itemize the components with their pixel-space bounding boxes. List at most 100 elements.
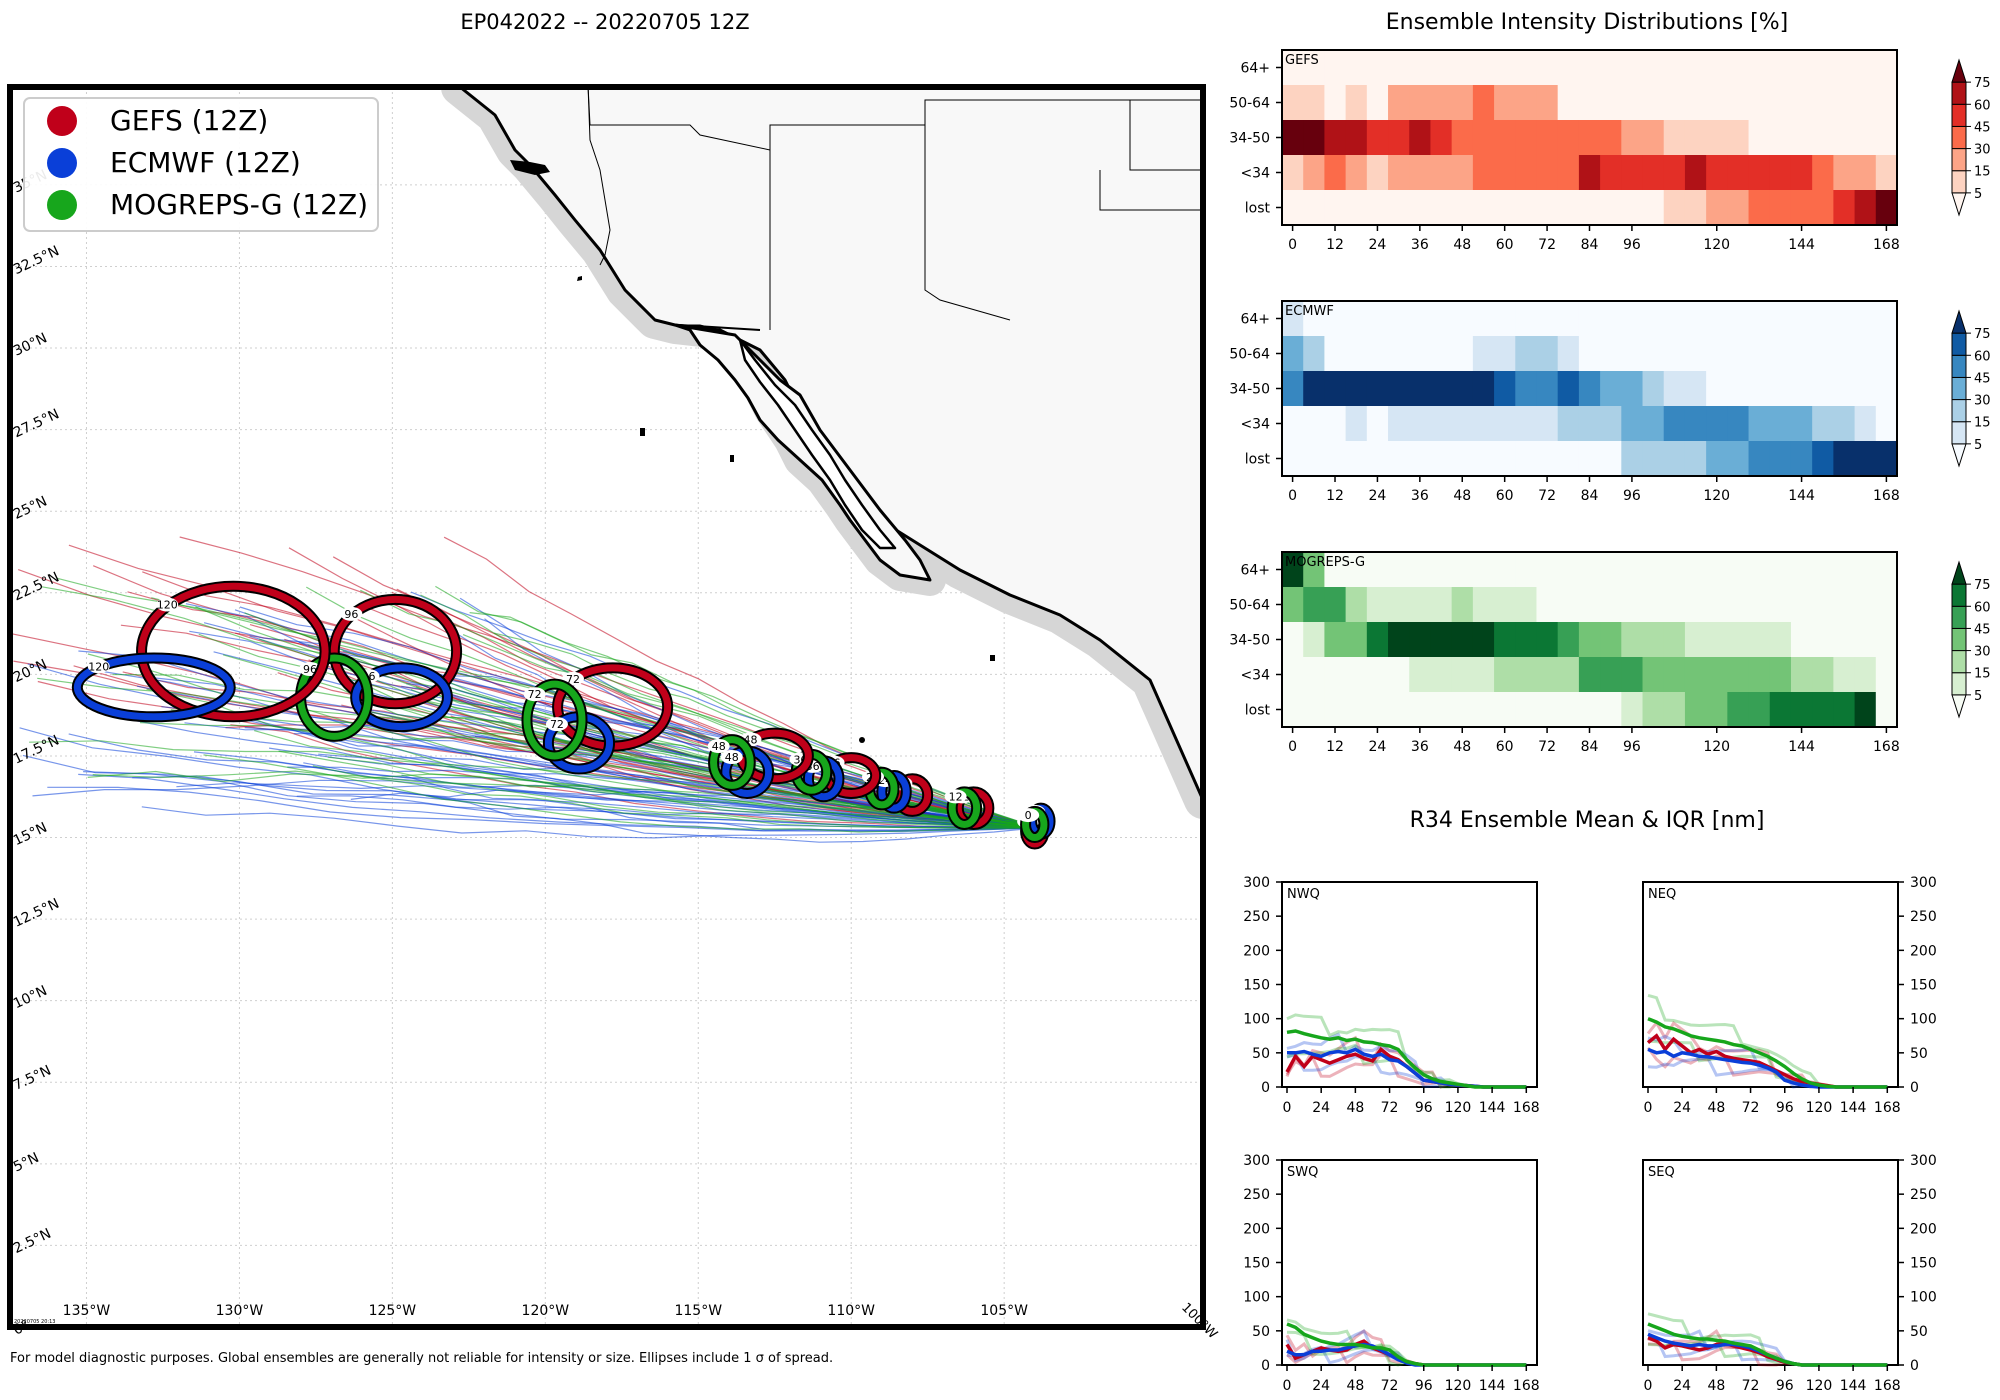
heatmap-cell [1494, 657, 1516, 693]
heatmap-cell [1812, 692, 1834, 728]
heatmap-x-tick-label: 48 [1453, 237, 1471, 253]
heatmap-cell [1451, 441, 1474, 477]
lat-tick-label: 0° [11, 1317, 32, 1338]
r34-y-tick-label: 300 [1243, 1153, 1270, 1169]
track-ecmwf [19, 727, 1038, 829]
heatmap-cell [1875, 406, 1898, 442]
heatmap-cell [1366, 120, 1389, 156]
heatmap-x-tick-label: 96 [1623, 488, 1641, 504]
heatmap-cell [1472, 120, 1495, 156]
heatmap-cell [1706, 336, 1728, 372]
heatmap-cell [1472, 657, 1495, 693]
heatmap-cell [1790, 336, 1813, 372]
heatmap-cell [1366, 406, 1389, 442]
legend-marker-ecmwf [47, 148, 77, 178]
track-mogreps [469, 612, 1038, 829]
heatmap-cell [1727, 301, 1750, 337]
heatmap-cell [1748, 587, 1771, 623]
heatmap-cell [1451, 552, 1474, 588]
heatmap-cell [1430, 692, 1453, 728]
r34-x-tick-label: 72 [1381, 1378, 1399, 1394]
heatmap-cell [1324, 301, 1347, 337]
heatmap-cell [1451, 301, 1474, 337]
heatmap-cell [1324, 190, 1347, 226]
heatmap-cell [1388, 587, 1410, 623]
r34-y-tick-label: 0 [1910, 1358, 1919, 1374]
heatmap-cell [1854, 190, 1877, 226]
r34-x-tick-label: 48 [1707, 1100, 1725, 1116]
r34-y-tick-label: 200 [1910, 943, 1937, 959]
heatmap-cell [1642, 587, 1665, 623]
heatmap-cell [1812, 50, 1834, 86]
heatmap-cell [1790, 587, 1813, 623]
track-mogreps [420, 594, 1038, 829]
r34-x-tick-label: 120 [1445, 1378, 1472, 1394]
r34-y-tick-label: 0 [1261, 1080, 1270, 1096]
heatmap-cell [1663, 155, 1686, 191]
colorbar-segment [1951, 309, 1967, 334]
heatmap-cell [1494, 190, 1516, 226]
ellipse-label-bg [545, 717, 568, 732]
heatmap-cell [1706, 441, 1728, 477]
heatmap-cell [1536, 336, 1559, 372]
heatmap-cell [1409, 406, 1432, 442]
heatmap-cell [1684, 657, 1707, 693]
heatmap-cell [1769, 552, 1792, 588]
map-legend: GEFS (12Z) ECMWF (12Z) MOGREPS-G (12Z) [23, 97, 379, 232]
heatmap-cell [1282, 301, 1304, 337]
heatmap-cell [1642, 657, 1665, 693]
heatmap-cell [1472, 692, 1495, 728]
colorbar-segment [1951, 81, 1967, 105]
heatmap-cell [1366, 587, 1389, 623]
heatmap-cell [1790, 50, 1813, 86]
heatmap-cell [1557, 120, 1580, 156]
r34-y-tick-label: 150 [1910, 1256, 1937, 1272]
heatmap-cell [1684, 301, 1707, 337]
heatmap-cell [1854, 155, 1877, 191]
heatmap-cell [1324, 120, 1347, 156]
lon-tick-label: 115°W [674, 1303, 722, 1319]
colorbar-mogreps-g: 5 15 30 45 60 75 [1951, 560, 1991, 719]
heatmap-cell [1833, 622, 1856, 658]
heatmap-mogreps-g: MOGREPS-G 64+ 50-64 34-50 <34 lost 0 12 24 36 48 60… [1229, 551, 1991, 755]
heatmap-cell [1430, 50, 1453, 86]
heatmap-row-label: 34-50 [1229, 131, 1270, 147]
heatmap-cell [1663, 85, 1686, 121]
heatmap-cell [1621, 441, 1644, 477]
legend-entry-gefs: GEFS (12Z) [47, 104, 268, 137]
heatmap-cell [1515, 85, 1538, 121]
r34-x-tick-label: 24 [1673, 1378, 1691, 1394]
heatmap-cell [1557, 336, 1580, 372]
heatmap-cell [1769, 120, 1792, 156]
heatmap-cell [1748, 155, 1771, 191]
heatmap-cell [1833, 336, 1856, 372]
lon-tick-label: 125°W [369, 1303, 417, 1319]
heatmap-cell [1833, 120, 1856, 156]
ellipse-label-bg [720, 749, 743, 764]
heatmap-cell [1472, 155, 1495, 191]
ellipse-hour-label: 120 [157, 599, 178, 612]
heatmap-cell [1430, 406, 1453, 442]
heatmap-cell [1303, 622, 1326, 658]
heatmap-x-tick-label: 24 [1369, 739, 1387, 755]
heatmap-cell [1345, 692, 1368, 728]
r34-y-tick-label: 200 [1243, 943, 1270, 959]
r34-x-tick-label: 24 [1673, 1100, 1691, 1116]
heatmap-cell [1769, 657, 1792, 693]
heatmap-cell [1536, 587, 1559, 623]
heatmap-cell [1578, 85, 1601, 121]
heatmap-cell [1854, 406, 1877, 442]
heatmap-cell [1430, 371, 1453, 407]
heatmap-cell [1557, 371, 1580, 407]
heatmap-cell [1303, 190, 1326, 226]
heatmap-cell [1324, 552, 1347, 588]
heatmap-cell [1812, 336, 1834, 372]
heatmap-cell [1557, 692, 1580, 728]
heatmap-cell [1706, 587, 1728, 623]
heatmap-cell [1282, 657, 1304, 693]
heatmap-cell [1727, 587, 1750, 623]
lon-tick-label: 130°W [216, 1303, 264, 1319]
heatmap-cell [1875, 552, 1898, 588]
heatmap-cell [1833, 657, 1856, 693]
